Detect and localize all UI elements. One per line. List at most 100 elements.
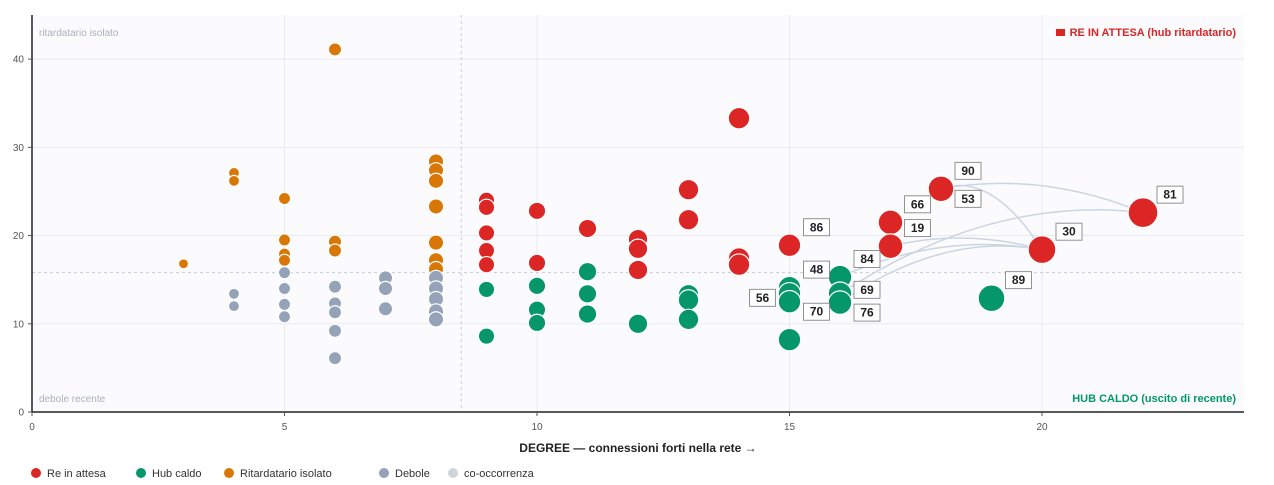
- corner-bottom-left: debole recente: [39, 394, 106, 405]
- point-label-text: 81: [1163, 188, 1177, 202]
- plot-background: [32, 15, 1244, 412]
- data-point-hub[interactable]: [477, 327, 496, 345]
- legend-label: Ritardatario isolato: [240, 468, 332, 480]
- data-point-deb[interactable]: [277, 265, 292, 280]
- data-point-hub[interactable]: [777, 327, 802, 352]
- point-label-text: 48: [810, 263, 824, 277]
- data-point-re[interactable]: [927, 175, 955, 203]
- point-label-text: 70: [810, 305, 824, 319]
- legend-swatch: [448, 468, 458, 478]
- data-point-rit[interactable]: [177, 258, 190, 270]
- data-point-deb[interactable]: [277, 310, 292, 324]
- legend-item[interactable]: co-occorrenza: [448, 468, 535, 480]
- point-label: 69: [853, 280, 881, 299]
- data-point-rit[interactable]: [327, 243, 343, 258]
- data-point-hub[interactable]: [677, 308, 700, 331]
- point-label-box: [853, 303, 881, 322]
- legend-swatch: [31, 468, 41, 478]
- data-point-hub[interactable]: [527, 276, 547, 296]
- data-point-re[interactable]: [527, 201, 547, 221]
- data-point-rit[interactable]: [277, 233, 292, 247]
- data-point-deb[interactable]: [327, 305, 343, 320]
- data-point-deb[interactable]: [277, 281, 292, 296]
- data-point-re[interactable]: [577, 218, 598, 239]
- data-point-re[interactable]: [877, 209, 904, 236]
- point-label: 90: [954, 161, 982, 180]
- data-point-hub[interactable]: [527, 313, 547, 333]
- data-point-deb[interactable]: [327, 279, 343, 294]
- x-tick-label: 20: [1036, 422, 1048, 433]
- data-point-deb[interactable]: [377, 301, 394, 317]
- data-point-hub[interactable]: [827, 290, 853, 315]
- data-point-re[interactable]: [727, 253, 751, 276]
- point-label-box: [853, 250, 881, 268]
- data-point-re[interactable]: [477, 255, 496, 274]
- data-point-re[interactable]: [677, 208, 700, 231]
- data-point-hub[interactable]: [977, 284, 1006, 313]
- data-point-re[interactable]: [877, 233, 904, 260]
- data-point-hub[interactable]: [677, 289, 700, 311]
- legend-swatch: [224, 468, 234, 478]
- point-label-text: 76: [860, 306, 874, 320]
- data-point-re[interactable]: [627, 259, 649, 281]
- data-point-rit[interactable]: [327, 42, 343, 57]
- data-point-hub[interactable]: [627, 313, 649, 335]
- legend-label: co-occorrenza: [464, 468, 535, 480]
- y-tick-label: 0: [18, 408, 24, 419]
- data-point-rit[interactable]: [427, 172, 445, 190]
- legend: Re in attesa Hub caldo Ritardatario isolat…: [31, 468, 535, 480]
- data-point-rit[interactable]: [277, 253, 292, 267]
- point-label-text: 84: [860, 252, 874, 266]
- point-label: 70: [803, 302, 830, 321]
- data-point-hub[interactable]: [577, 284, 598, 304]
- data-point-re[interactable]: [727, 106, 751, 130]
- legend-item[interactable]: Re in attesa: [31, 468, 107, 480]
- point-label-box: [803, 260, 830, 279]
- corner-top-left: ritardatario isolato: [39, 28, 119, 39]
- axes: 0 5 10 15 20 0 10 20 30 40: [13, 15, 1244, 433]
- point-label: 89: [1005, 271, 1032, 290]
- data-point-rit[interactable]: [227, 174, 241, 187]
- data-point-hub[interactable]: [477, 280, 496, 299]
- point-label-text: 90: [961, 164, 975, 178]
- data-point-deb[interactable]: [427, 311, 445, 328]
- data-point-re[interactable]: [1127, 197, 1159, 229]
- data-point-rit[interactable]: [427, 234, 445, 251]
- x-axis-label: DEGREE — connessioni forti nella rete →: [519, 441, 756, 455]
- data-point-re[interactable]: [477, 224, 496, 242]
- legend-swatch: [136, 468, 146, 478]
- data-point-rit[interactable]: [427, 198, 445, 215]
- x-tick-label: 0: [29, 422, 35, 433]
- x-tick-label: 15: [784, 422, 796, 433]
- point-label-text: 89: [1012, 273, 1026, 287]
- y-tick-label: 30: [13, 143, 25, 154]
- data-point-hub[interactable]: [577, 261, 598, 282]
- data-point-deb[interactable]: [227, 300, 241, 313]
- data-point-hub[interactable]: [577, 304, 598, 324]
- point-label-text: 56: [756, 291, 770, 305]
- data-point-re[interactable]: [777, 233, 802, 258]
- legend-item[interactable]: Debole: [379, 468, 430, 480]
- y-tick-label: 40: [13, 55, 25, 66]
- corner-top-right: RE IN ATTESA (hub ritardatario): [1056, 27, 1236, 39]
- legend-item[interactable]: Hub caldo: [136, 468, 202, 480]
- data-point-re[interactable]: [527, 253, 547, 273]
- data-point-rit[interactable]: [277, 191, 292, 206]
- data-point-deb[interactable]: [277, 297, 292, 312]
- data-point-re[interactable]: [477, 198, 496, 217]
- point-label-text: 69: [860, 283, 874, 297]
- data-point-deb[interactable]: [227, 287, 241, 300]
- king-icon: [1056, 29, 1065, 36]
- point-label-box: [803, 218, 830, 237]
- data-point-deb[interactable]: [377, 280, 394, 297]
- point-label: 76: [853, 303, 881, 322]
- legend-item[interactable]: Ritardatario isolato: [224, 468, 332, 480]
- data-point-re[interactable]: [1027, 235, 1057, 265]
- data-point-re[interactable]: [627, 238, 649, 260]
- quadrant-labels: ritardatario isolato debole recente RE I…: [39, 27, 1236, 405]
- data-point-hub[interactable]: [777, 289, 802, 314]
- data-point-deb[interactable]: [327, 323, 343, 338]
- data-point-deb[interactable]: [327, 351, 343, 366]
- point-label-box: [749, 288, 776, 307]
- data-point-re[interactable]: [677, 178, 700, 201]
